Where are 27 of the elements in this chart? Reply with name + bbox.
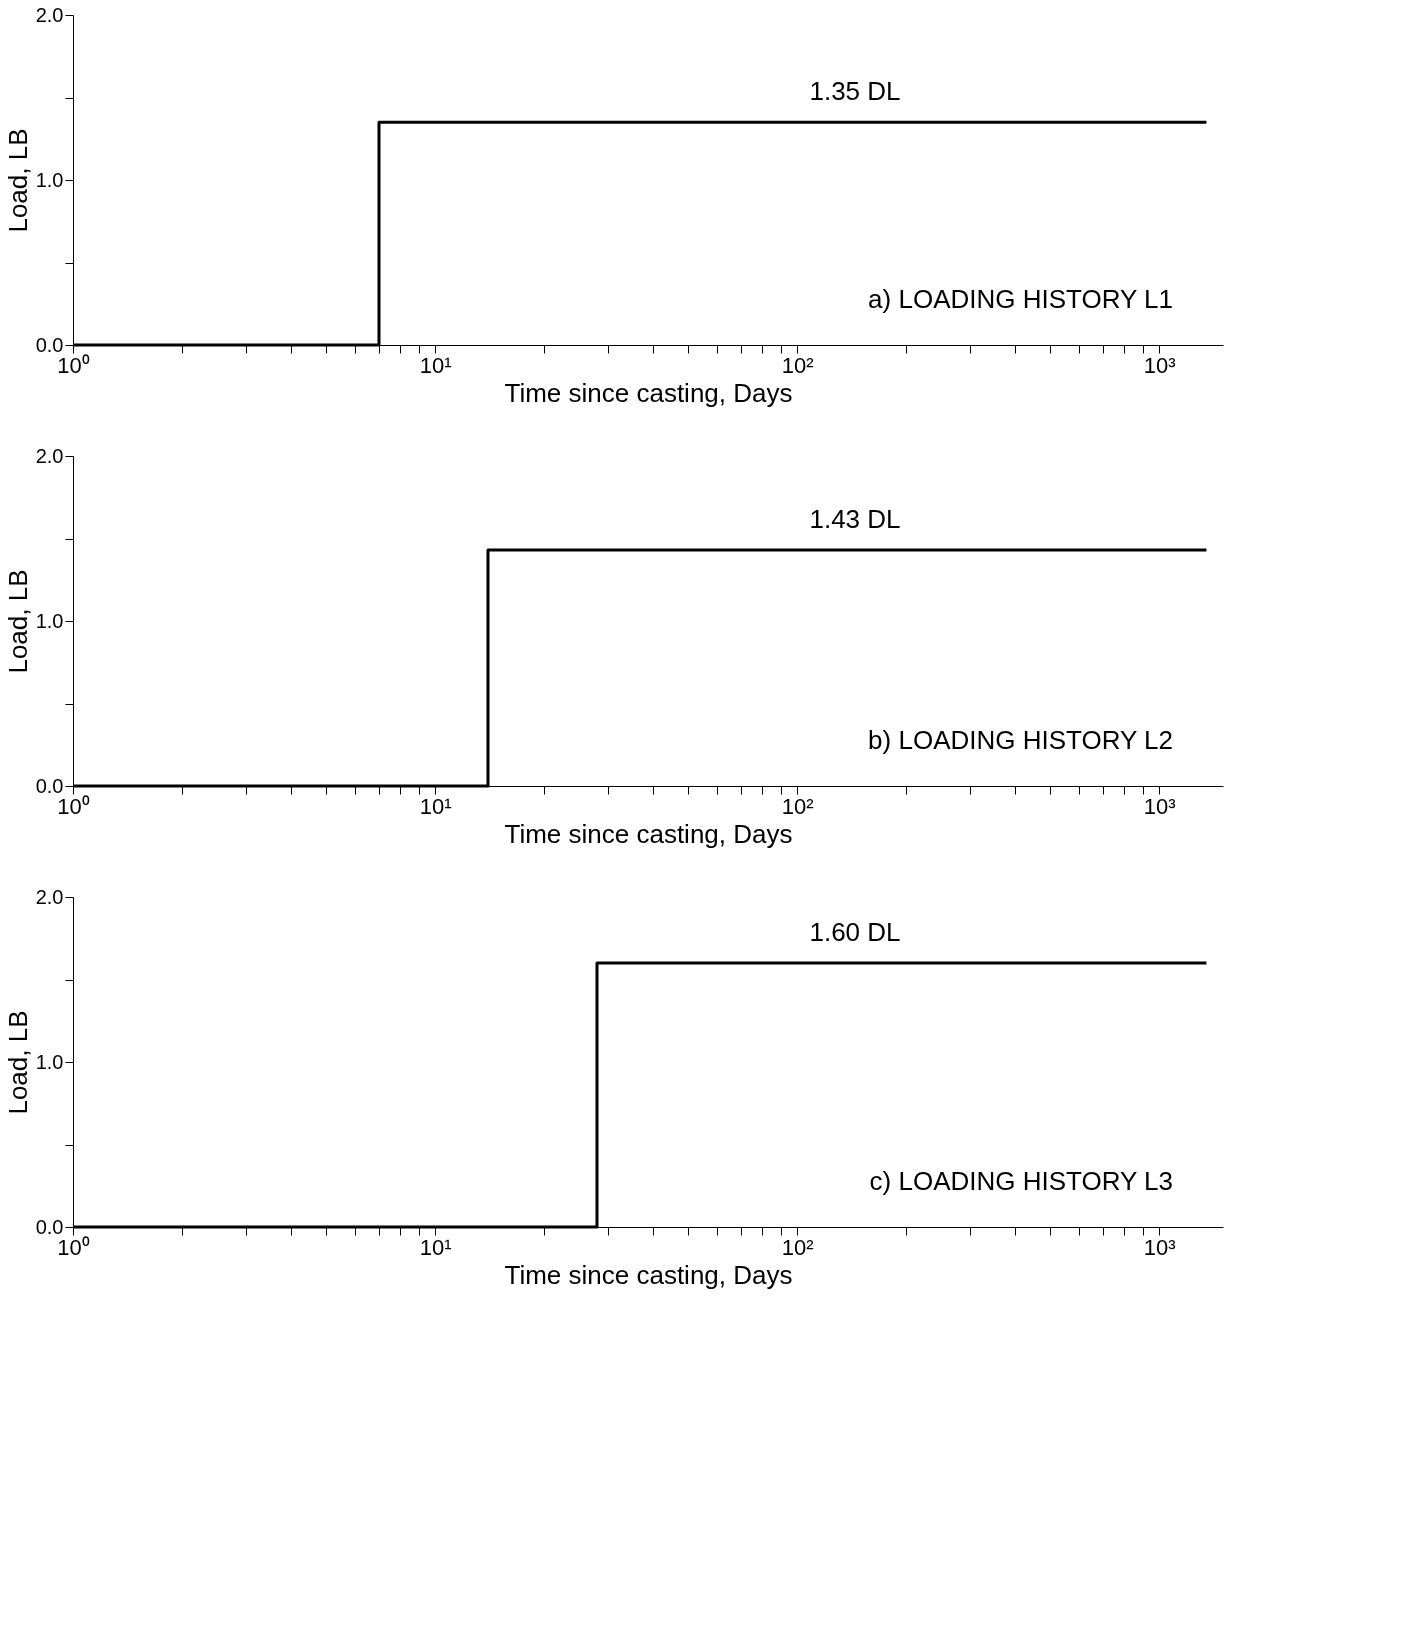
annotation: 1.43 DL: [809, 504, 901, 535]
x-axis-title: Time since casting, Days: [504, 1259, 793, 1290]
y-tick-label: 1.0: [35, 609, 64, 632]
annotation: c) LOADING HISTORY L3: [869, 1166, 1173, 1196]
y-axis-title: Load, LB: [2, 128, 33, 233]
annotation: b) LOADING HISTORY L2: [868, 725, 1173, 755]
x-tick-label: 10¹: [419, 352, 452, 378]
x-tick-label: 10²: [781, 352, 814, 378]
y-tick-label: 2.0: [35, 3, 64, 26]
annotation: 1.60 DL: [809, 917, 901, 947]
y-tick-label: 2.0: [35, 444, 64, 467]
y-axis-title: Load, LB: [2, 569, 33, 674]
y-tick-label: 1.0: [35, 168, 64, 191]
y-tick-label: 1.0: [35, 1050, 64, 1073]
x-axis-title: Time since casting, Days: [504, 818, 793, 849]
x-tick-label: 10³: [1143, 352, 1176, 378]
x-tick-label: 10³: [1143, 1234, 1176, 1260]
x-tick-label: 10¹: [419, 793, 452, 819]
x-tick-label: 10²: [781, 793, 814, 819]
y-axis-title: Load, LB: [2, 1010, 33, 1115]
x-tick-label: 10³: [1143, 793, 1176, 819]
x-axis-title: Time since casting, Days: [504, 377, 793, 408]
y-tick-label: 2.0: [35, 885, 64, 908]
annotation: a) LOADING HISTORY L1: [868, 284, 1173, 314]
annotation: 1.35 DL: [809, 76, 901, 107]
x-tick-label: 10²: [781, 1234, 814, 1260]
x-tick-label: 10¹: [419, 1234, 452, 1260]
